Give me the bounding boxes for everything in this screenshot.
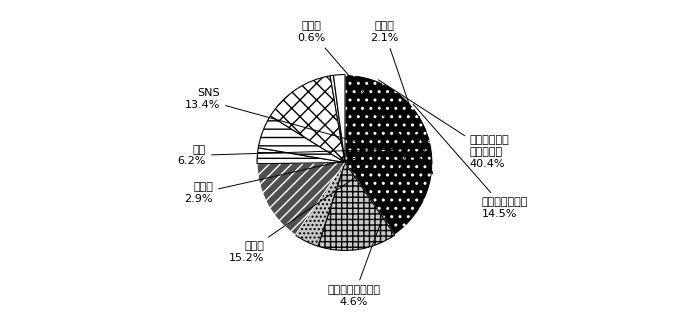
Text: 広報もりおか
（広報紙）
40.4%: 広報もりおか （広報紙） 40.4% — [378, 80, 510, 169]
Text: 市ホームページ
14.5%: 市ホームページ 14.5% — [413, 104, 528, 219]
Wedge shape — [345, 74, 433, 235]
Text: 新耸
6.2%: 新耸 6.2% — [177, 145, 431, 166]
Wedge shape — [258, 116, 345, 162]
Wedge shape — [257, 162, 345, 235]
Wedge shape — [295, 162, 345, 246]
Wedge shape — [257, 148, 345, 164]
Text: ラジオ
2.9%: ラジオ 2.9% — [184, 142, 429, 204]
Text: テレビ
15.2%: テレビ 15.2% — [228, 129, 425, 263]
Text: 無回答
2.1%: 無回答 2.1% — [371, 21, 433, 174]
Text: ポスターやチラシ
4.6%: ポスターやチラシ 4.6% — [327, 116, 420, 307]
Wedge shape — [318, 162, 395, 251]
Wedge shape — [330, 75, 345, 162]
Wedge shape — [270, 76, 345, 162]
Wedge shape — [333, 74, 345, 162]
Text: SNS
13.4%: SNS 13.4% — [185, 88, 432, 162]
Text: その他
0.6%: その他 0.6% — [297, 21, 432, 172]
